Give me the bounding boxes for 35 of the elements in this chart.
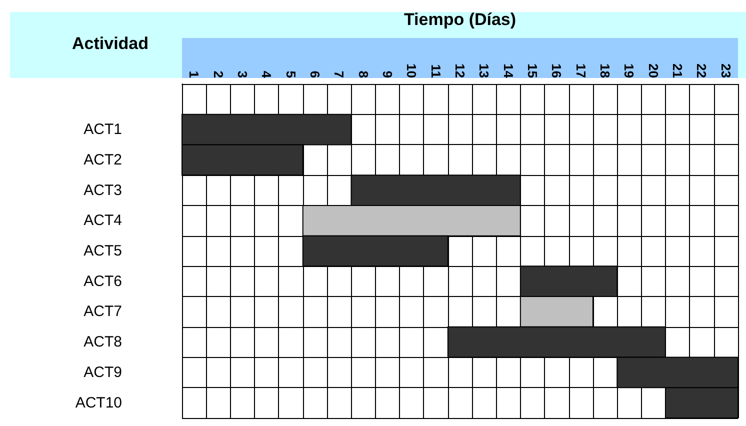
x-tick-label: 15	[525, 64, 540, 78]
x-tick-label: 11	[428, 64, 444, 78]
x-tick-label: 7	[332, 70, 347, 78]
x-tick-label: 18	[598, 64, 613, 78]
y-tick-label: ACT1	[84, 121, 122, 138]
x-tick-label: 5	[283, 70, 298, 78]
x-tick-label: 19	[622, 64, 637, 78]
x-axis-title: Tiempo (Días)	[404, 10, 516, 29]
y-tick-label: ACT6	[84, 272, 122, 290]
x-tick-label: 20	[646, 64, 661, 78]
x-tick-label: 23	[718, 64, 734, 78]
y-tick-label: ACT10	[75, 394, 122, 412]
x-tick-label: 13	[476, 64, 492, 78]
x-tick-label: 16	[549, 64, 564, 78]
x-tick-label: 14	[500, 64, 516, 79]
x-tick-label: 4	[259, 70, 274, 79]
y-axis-title: Actividad	[72, 34, 149, 53]
y-tick-label: ACT8	[84, 334, 122, 351]
x-tick-label: 8	[356, 70, 371, 78]
x-tick-label: 9	[380, 70, 395, 78]
x-tick-label: 10	[404, 64, 420, 78]
x-tick-label: 22	[694, 64, 710, 78]
x-tick-label: 6	[307, 70, 322, 78]
x-tick-label: 17	[573, 64, 588, 78]
x-tick-label: 3	[234, 70, 250, 78]
x-tick-label: 12	[452, 64, 468, 78]
x-tick-label: 1	[186, 70, 202, 78]
x-tick-label: 2	[210, 70, 226, 78]
y-tick-label: ACT9	[84, 364, 122, 381]
y-tick-label: ACT2	[84, 151, 122, 168]
y-tick-label: ACT3	[84, 182, 122, 199]
y-tick-label: ACT5	[84, 242, 122, 260]
y-tick-label: ACT4	[84, 212, 122, 230]
x-tick-label: 21	[670, 64, 686, 78]
y-tick-label: ACT7	[84, 303, 122, 320]
